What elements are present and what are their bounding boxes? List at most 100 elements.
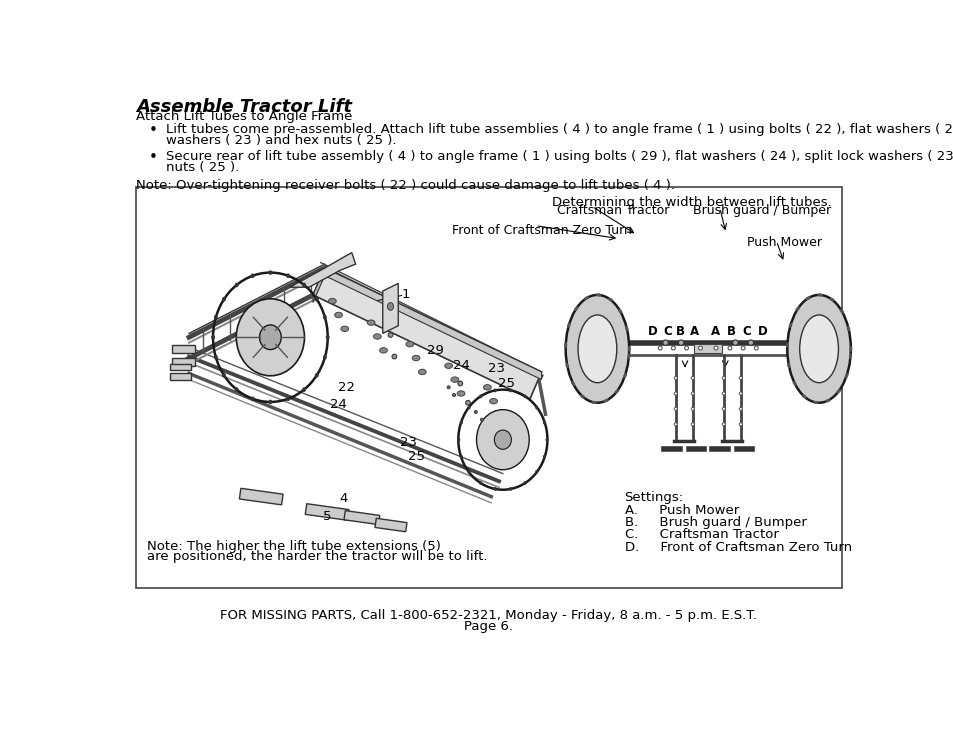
Ellipse shape [496, 413, 503, 418]
Text: D: D [647, 325, 657, 339]
Ellipse shape [523, 481, 526, 485]
Ellipse shape [494, 430, 511, 449]
Ellipse shape [607, 298, 612, 301]
Ellipse shape [727, 346, 731, 350]
Ellipse shape [566, 323, 570, 328]
Ellipse shape [236, 299, 304, 376]
Ellipse shape [740, 346, 744, 350]
Text: Brush guard / Bumper: Brush guard / Bumper [692, 204, 830, 217]
Ellipse shape [459, 421, 462, 424]
Text: 4: 4 [339, 492, 348, 506]
Ellipse shape [465, 401, 470, 405]
Ellipse shape [603, 399, 608, 402]
Ellipse shape [739, 423, 741, 426]
Ellipse shape [467, 406, 470, 410]
Ellipse shape [721, 407, 724, 410]
Ellipse shape [574, 306, 578, 311]
Ellipse shape [828, 298, 834, 301]
Ellipse shape [785, 342, 788, 348]
Text: C: C [663, 325, 672, 339]
Ellipse shape [452, 393, 456, 396]
Ellipse shape [839, 309, 843, 314]
Ellipse shape [478, 394, 482, 399]
Ellipse shape [563, 342, 567, 348]
Ellipse shape [788, 323, 792, 328]
Text: 22: 22 [337, 381, 355, 394]
Text: •: • [149, 123, 157, 138]
Ellipse shape [251, 274, 254, 278]
Text: Push Mower: Push Mower [746, 236, 821, 249]
Ellipse shape [721, 376, 724, 379]
Polygon shape [290, 252, 355, 287]
Bar [170, 373, 192, 379]
Ellipse shape [684, 346, 688, 350]
Ellipse shape [786, 363, 790, 368]
Ellipse shape [213, 355, 217, 359]
Ellipse shape [480, 418, 483, 421]
Ellipse shape [614, 389, 618, 393]
Ellipse shape [565, 363, 568, 368]
Ellipse shape [392, 354, 396, 359]
Bar [172, 345, 195, 353]
Ellipse shape [323, 355, 327, 359]
Ellipse shape [579, 395, 584, 399]
Ellipse shape [627, 354, 630, 359]
Ellipse shape [489, 399, 497, 404]
Bar [375, 518, 407, 532]
Text: 23: 23 [488, 362, 505, 375]
Ellipse shape [848, 346, 852, 351]
Text: 5: 5 [322, 510, 331, 523]
Text: Craftsman Tractor: Craftsman Tractor [557, 204, 669, 217]
Text: A: A [689, 325, 699, 339]
Text: D.     Front of Craftsman Zero Turn: D. Front of Craftsman Zero Turn [624, 540, 851, 554]
Text: Settings:: Settings: [624, 492, 683, 504]
Ellipse shape [478, 481, 482, 485]
Ellipse shape [662, 340, 668, 345]
Text: 25: 25 [407, 450, 424, 463]
Ellipse shape [387, 303, 394, 310]
Ellipse shape [583, 297, 589, 300]
Ellipse shape [627, 346, 630, 351]
Ellipse shape [328, 298, 335, 304]
Bar [305, 504, 349, 520]
Ellipse shape [213, 315, 217, 320]
Ellipse shape [457, 381, 462, 386]
Ellipse shape [754, 346, 758, 350]
Text: FOR MISSING PARTS, Call 1-800-652-2321, Monday - Friday, 8 a.m. - 5 p.m. E.S.T.: FOR MISSING PARTS, Call 1-800-652-2321, … [220, 609, 757, 621]
Ellipse shape [674, 407, 677, 410]
Ellipse shape [799, 315, 838, 383]
Ellipse shape [302, 387, 306, 392]
Ellipse shape [674, 392, 677, 395]
Ellipse shape [211, 335, 214, 339]
Text: A: A [711, 325, 720, 339]
Ellipse shape [671, 346, 675, 350]
Ellipse shape [302, 283, 306, 287]
Ellipse shape [456, 438, 459, 441]
Ellipse shape [286, 396, 290, 401]
Text: Front of Craftsman Zero Turn: Front of Craftsman Zero Turn [452, 224, 632, 237]
Ellipse shape [721, 392, 724, 395]
Ellipse shape [678, 340, 683, 345]
Text: Determining the width between lift tubes.: Determining the width between lift tubes… [552, 196, 831, 210]
Ellipse shape [739, 392, 741, 395]
Text: B: B [675, 325, 684, 339]
Bar [694, 344, 721, 354]
Ellipse shape [848, 354, 851, 359]
Ellipse shape [691, 407, 694, 410]
Bar [137, 188, 840, 587]
Ellipse shape [846, 326, 849, 331]
Text: Note: Over-tightening receiver bolts ( 22 ) could cause damage to lift tubes ( 4: Note: Over-tightening receiver bolts ( 2… [136, 179, 675, 193]
Ellipse shape [786, 295, 850, 403]
Polygon shape [382, 283, 397, 334]
Ellipse shape [509, 487, 512, 491]
Ellipse shape [622, 373, 626, 379]
Polygon shape [324, 268, 541, 379]
Bar [136, 187, 841, 587]
Ellipse shape [691, 392, 694, 395]
Text: Secure rear of lift tube assembly ( 4 ) to angle frame ( 1 ) using bolts ( 29 ),: Secure rear of lift tube assembly ( 4 ) … [166, 150, 953, 163]
Text: Assemble Tractor Lift: Assemble Tractor Lift [136, 98, 352, 116]
Ellipse shape [259, 325, 281, 350]
Ellipse shape [412, 356, 419, 361]
Ellipse shape [268, 400, 272, 404]
Ellipse shape [739, 376, 741, 379]
